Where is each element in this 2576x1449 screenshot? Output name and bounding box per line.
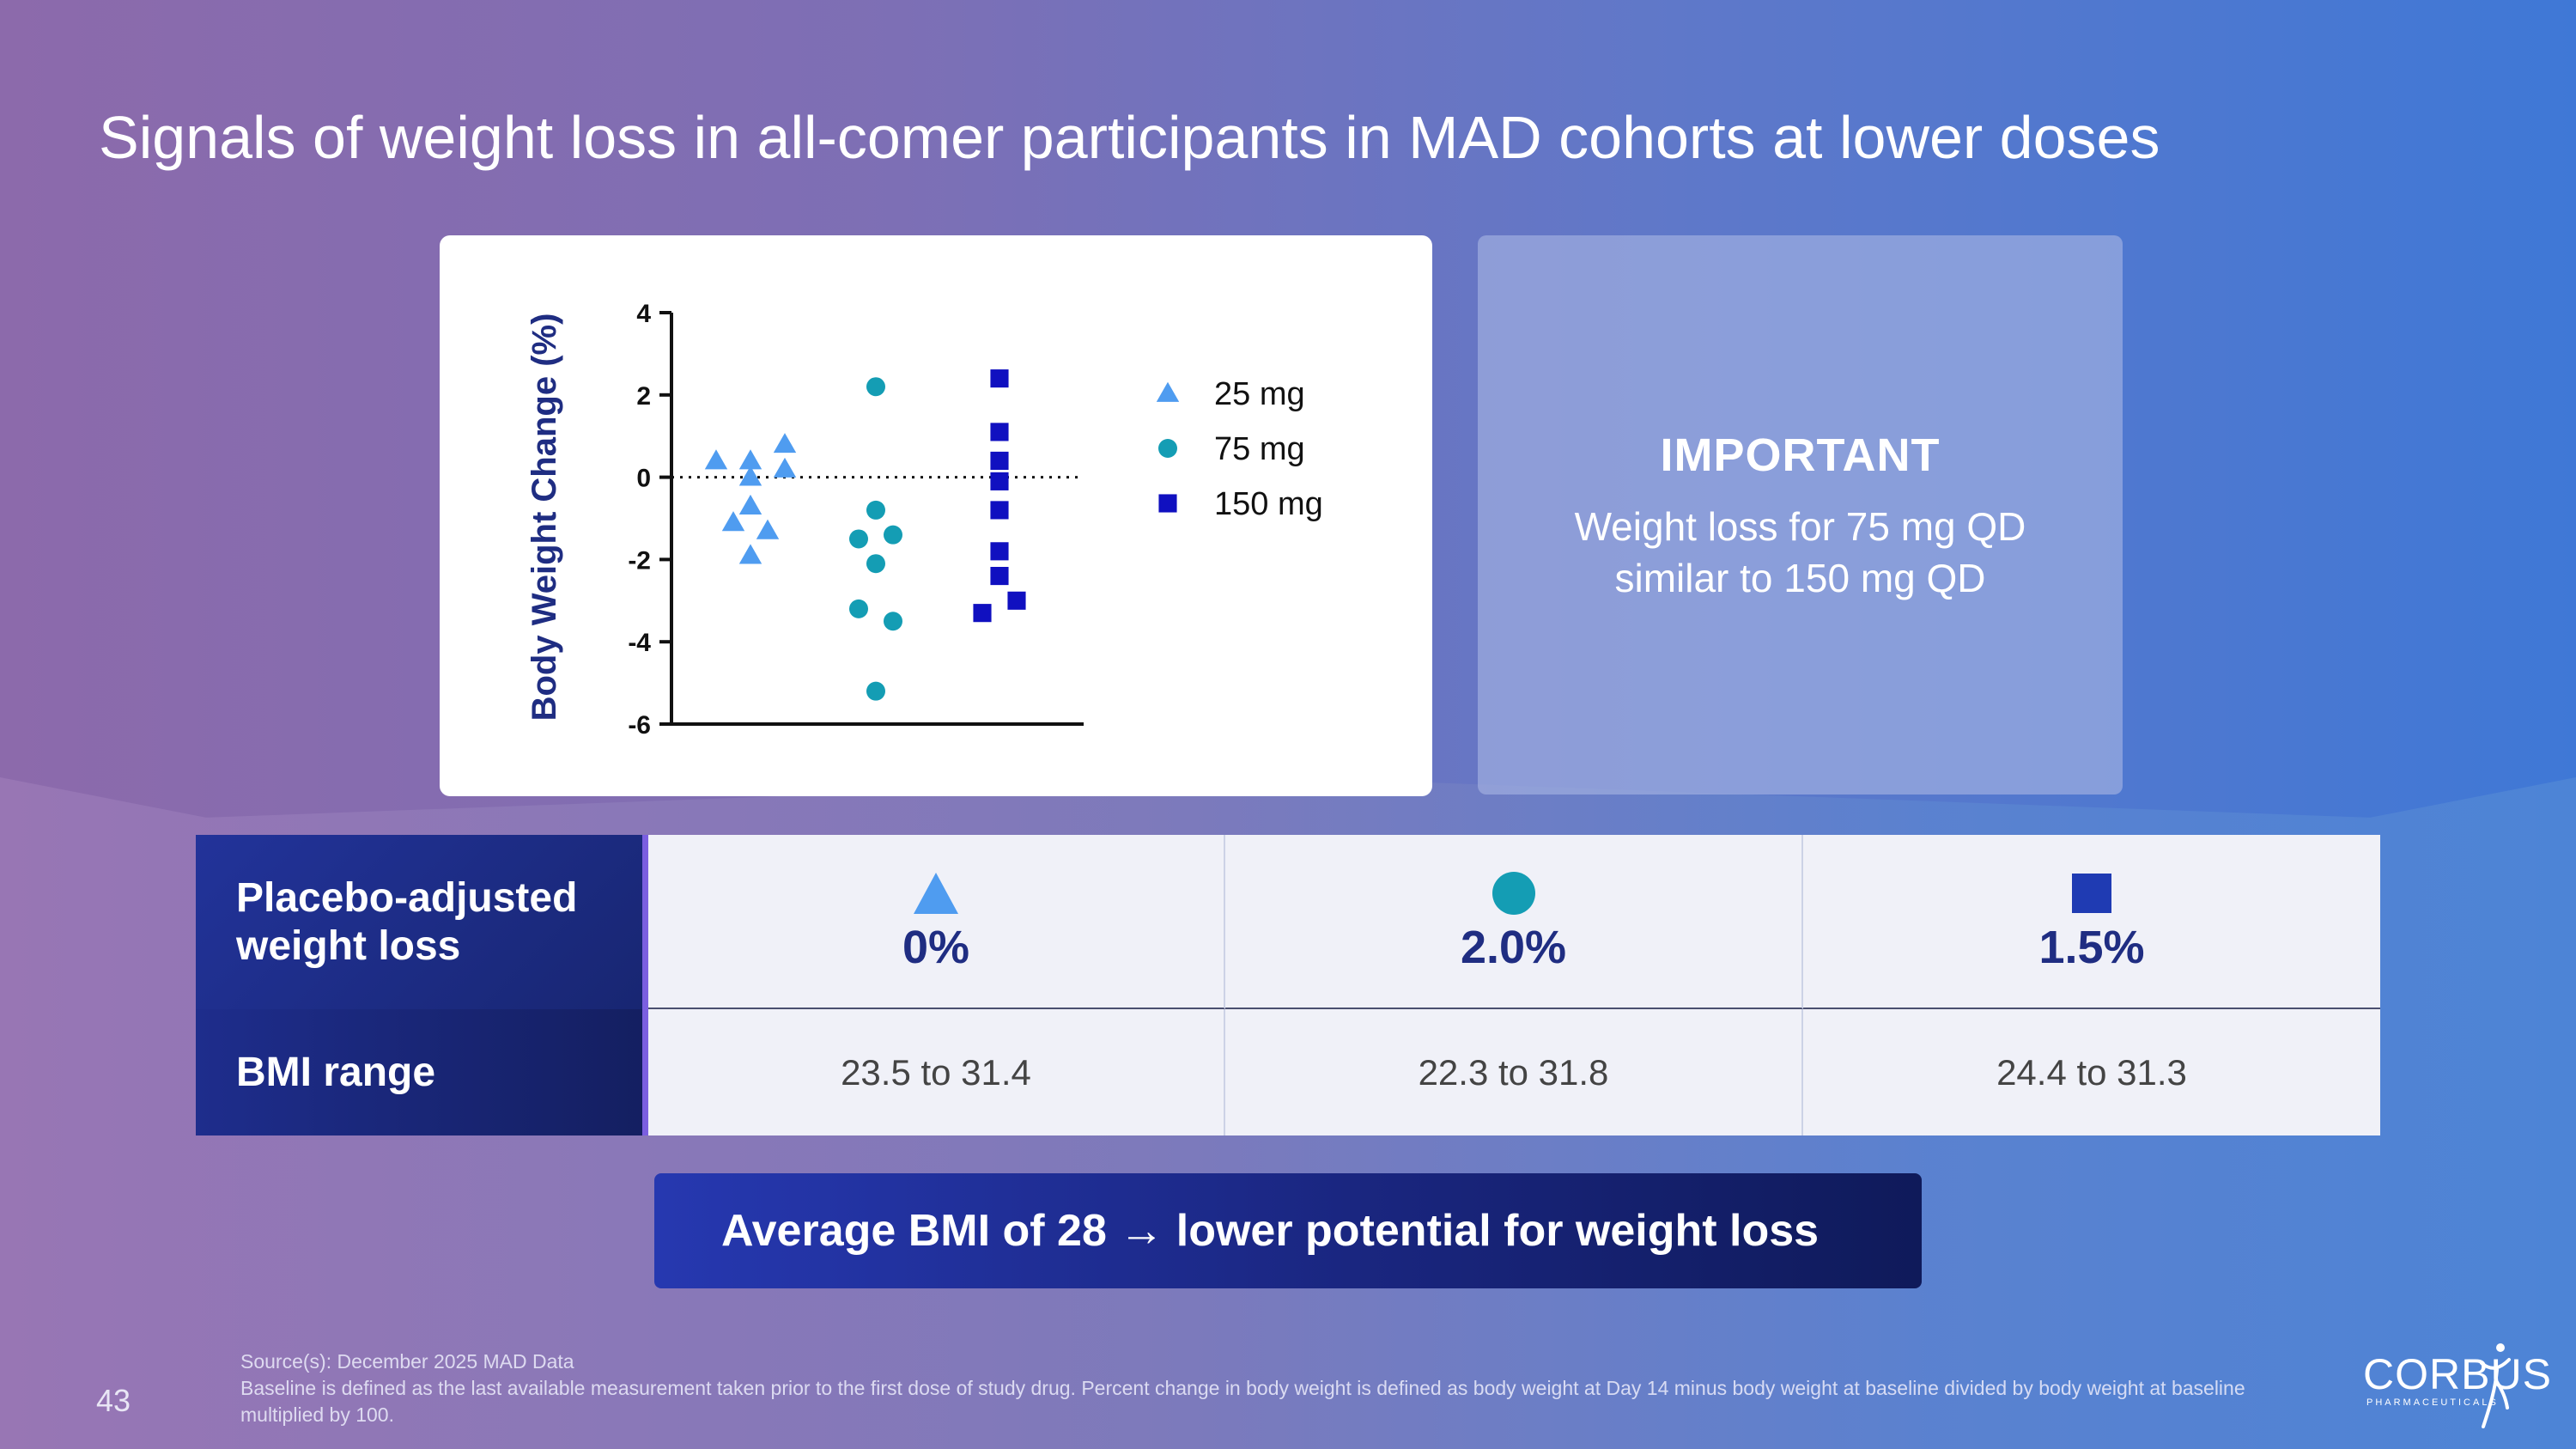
data-point bbox=[1007, 591, 1026, 610]
cell-150mg-loss: 1.5% bbox=[1803, 835, 2380, 1009]
data-point bbox=[990, 542, 1009, 561]
data-point bbox=[990, 423, 1009, 441]
data-point bbox=[773, 433, 797, 454]
y-axis-label: Body Weight Change (%) bbox=[526, 314, 563, 721]
row-header-bmi-range: BMI range bbox=[196, 1009, 642, 1135]
y-axis-ticks: 4 2 0 -2 -4 -6 bbox=[628, 300, 671, 740]
important-heading: IMPORTANT bbox=[1660, 429, 1941, 481]
footnote: Source(s): December 2025 MAD Data Baseli… bbox=[240, 1349, 2301, 1428]
data-point bbox=[866, 377, 885, 397]
data-point bbox=[884, 525, 902, 545]
y-tick-label: 2 bbox=[636, 382, 651, 411]
important-callout: IMPORTANT Weight loss for 75 mg QD simil… bbox=[1478, 235, 2123, 795]
data-point bbox=[704, 449, 728, 470]
y-tick-label: 0 bbox=[636, 465, 651, 493]
legend-label: 25 mg bbox=[1214, 376, 1305, 412]
data-point bbox=[866, 681, 885, 701]
scatter-chart-svg: Body Weight Change (%) 4 2 0 -2 -4 -6 25 mg 75… bbox=[526, 300, 1323, 740]
dose-comparison-table: Placebo-adjusted weight loss BMI range 0… bbox=[196, 835, 2380, 1135]
page-title: Signals of weight loss in all-comer part… bbox=[99, 104, 2160, 171]
table-accent-line bbox=[642, 835, 648, 1135]
loss-value-25mg: 0% bbox=[902, 922, 970, 973]
data-point bbox=[990, 369, 1009, 388]
square-icon bbox=[2072, 874, 2111, 913]
loss-value-150mg: 1.5% bbox=[2038, 922, 2145, 973]
chart-legend: 25 mg 75 mg 150 mg bbox=[1156, 376, 1323, 522]
data-point bbox=[866, 500, 885, 520]
data-point bbox=[973, 604, 992, 623]
bmi-range-75mg: 22.3 to 31.8 bbox=[1225, 1009, 1803, 1135]
data-point bbox=[990, 567, 1009, 586]
y-tick-label: 4 bbox=[636, 300, 651, 328]
y-tick-label: -4 bbox=[628, 629, 651, 657]
logo-wordmark: CORBUS bbox=[2363, 1350, 2552, 1398]
cell-25mg-loss: 0% bbox=[648, 835, 1225, 1009]
data-point bbox=[738, 494, 762, 515]
scatter-chart: Body Weight Change (%) 4 2 0 -2 -4 -6 25 mg 75… bbox=[440, 235, 1432, 796]
data-point bbox=[773, 457, 797, 478]
data-point bbox=[990, 501, 1009, 520]
data-point bbox=[738, 449, 762, 470]
data-point bbox=[884, 612, 902, 631]
cell-75mg-loss: 2.0% bbox=[1225, 835, 1803, 1009]
bmi-range-150mg: 24.4 to 31.3 bbox=[1803, 1009, 2380, 1135]
legend-label: 150 mg bbox=[1214, 486, 1323, 522]
data-point bbox=[738, 544, 762, 564]
average-bmi-callout: Average BMI of 28 → lower potential for … bbox=[654, 1173, 1922, 1288]
data-point bbox=[990, 472, 1009, 490]
data-point bbox=[849, 529, 868, 549]
important-text: Weight loss for 75 mg QD similar to 150 … bbox=[1574, 504, 2026, 600]
loss-value-75mg: 2.0% bbox=[1460, 922, 1567, 973]
source-line: Source(s): December 2025 MAD Data bbox=[240, 1350, 574, 1373]
circle-icon bbox=[1492, 872, 1535, 915]
chart-axes bbox=[670, 313, 1084, 726]
definition-line: Baseline is defined as the last availabl… bbox=[240, 1377, 2245, 1426]
data-point bbox=[756, 519, 780, 539]
legend-marker bbox=[1158, 494, 1177, 513]
data-point bbox=[866, 554, 885, 574]
legend-marker bbox=[1156, 381, 1180, 402]
y-tick-label: -2 bbox=[628, 546, 651, 575]
corbus-logo: CORBUS PHARMACEUTICALS bbox=[2363, 1337, 2551, 1432]
bmi-range-25mg: 23.5 to 31.4 bbox=[648, 1009, 1225, 1135]
data-point bbox=[849, 599, 868, 618]
y-tick-label: -6 bbox=[628, 711, 651, 740]
data-point bbox=[721, 511, 745, 532]
legend-label: 75 mg bbox=[1214, 431, 1305, 467]
page-number: 43 bbox=[96, 1383, 131, 1418]
data-point bbox=[738, 466, 762, 486]
row-header-weight-loss: Placebo-adjusted weight loss bbox=[196, 835, 642, 1009]
logo-figure-icon bbox=[2480, 1343, 2511, 1428]
data-point bbox=[990, 451, 1009, 470]
triangle-icon bbox=[914, 873, 958, 914]
legend-marker bbox=[1158, 439, 1177, 458]
data-points bbox=[704, 369, 1026, 701]
logo-subtitle: PHARMACEUTICALS bbox=[2366, 1397, 2499, 1408]
